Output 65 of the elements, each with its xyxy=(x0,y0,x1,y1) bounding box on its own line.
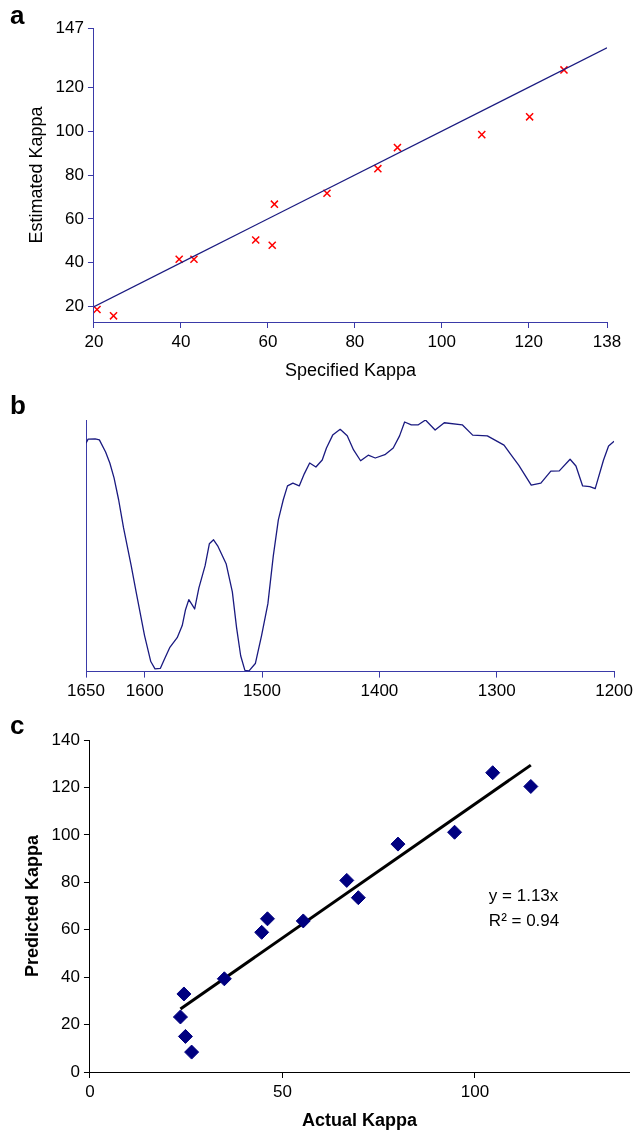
chart-title: a xyxy=(10,0,25,31)
y-tick-label: 100 xyxy=(51,824,80,844)
x-tick-label: 100 xyxy=(427,331,456,351)
point xyxy=(172,1009,188,1025)
x-tick-label: 40 xyxy=(171,331,191,351)
chart-title: c xyxy=(10,710,25,741)
point xyxy=(393,143,402,152)
x-tick-label: 1500 xyxy=(243,681,281,701)
annotation: R² = 0.94 xyxy=(488,910,560,930)
y-tick-label: 120 xyxy=(55,76,84,96)
point xyxy=(390,836,406,852)
x-tick-label: 120 xyxy=(514,331,543,351)
x-tick-label: 138 xyxy=(592,331,622,351)
x-tick-label: 100 xyxy=(460,1081,490,1101)
y-tick-label: 100 xyxy=(55,120,84,140)
point xyxy=(174,254,184,264)
point xyxy=(447,824,463,840)
x-tick-label: 50 xyxy=(273,1081,292,1101)
y-tick-label: 60 xyxy=(61,919,80,939)
point xyxy=(176,986,192,1002)
y-tick-label: 140 xyxy=(51,729,80,749)
x-tick-label: 20 xyxy=(84,331,104,351)
point xyxy=(559,65,569,75)
point xyxy=(259,911,275,927)
y-tick-label: 120 xyxy=(51,777,80,797)
point xyxy=(109,311,118,321)
y-tick-label: 80 xyxy=(61,871,80,891)
point xyxy=(485,765,501,781)
point xyxy=(373,164,383,173)
y-axis-title: Predicted Kappa xyxy=(21,833,42,978)
y-tick-label: 40 xyxy=(61,966,80,986)
point xyxy=(339,872,355,888)
y-tick-label: 40 xyxy=(65,252,84,272)
point xyxy=(523,778,539,794)
point xyxy=(350,890,366,906)
point xyxy=(177,1028,193,1044)
y-tick-label: 20 xyxy=(65,296,84,316)
point xyxy=(251,235,260,245)
point xyxy=(322,188,332,198)
chart-title: b xyxy=(10,390,26,421)
x-axis-title: Specified Kappa xyxy=(284,360,418,381)
point xyxy=(295,913,311,929)
point xyxy=(254,924,270,940)
x-tick-label: 1400 xyxy=(360,681,399,701)
x-tick-label: 1600 xyxy=(125,681,164,701)
x-tick-label: 1200 xyxy=(595,681,633,701)
x-tick-label: 60 xyxy=(258,331,278,351)
y-tick-label: 147 xyxy=(55,17,84,37)
point xyxy=(216,971,232,987)
point xyxy=(477,130,487,139)
point xyxy=(525,112,534,122)
x-axis-title: Actual Kappa xyxy=(301,1110,418,1131)
y-axis-title: Estimated Kappa xyxy=(25,105,46,244)
x-tick-label: 1300 xyxy=(477,681,516,701)
point xyxy=(270,199,279,209)
point xyxy=(189,254,199,264)
annotation: y = 1.13x xyxy=(488,885,559,905)
y-tick-label: 80 xyxy=(65,164,84,184)
x-tick-label: 1650 xyxy=(67,681,105,701)
point xyxy=(267,240,277,250)
y-tick-label: 60 xyxy=(65,208,84,228)
y-tick-label: 20 xyxy=(61,1014,80,1034)
point xyxy=(184,1044,200,1060)
y-tick-label: 0 xyxy=(70,1061,80,1081)
x-tick-label: 80 xyxy=(345,331,365,351)
